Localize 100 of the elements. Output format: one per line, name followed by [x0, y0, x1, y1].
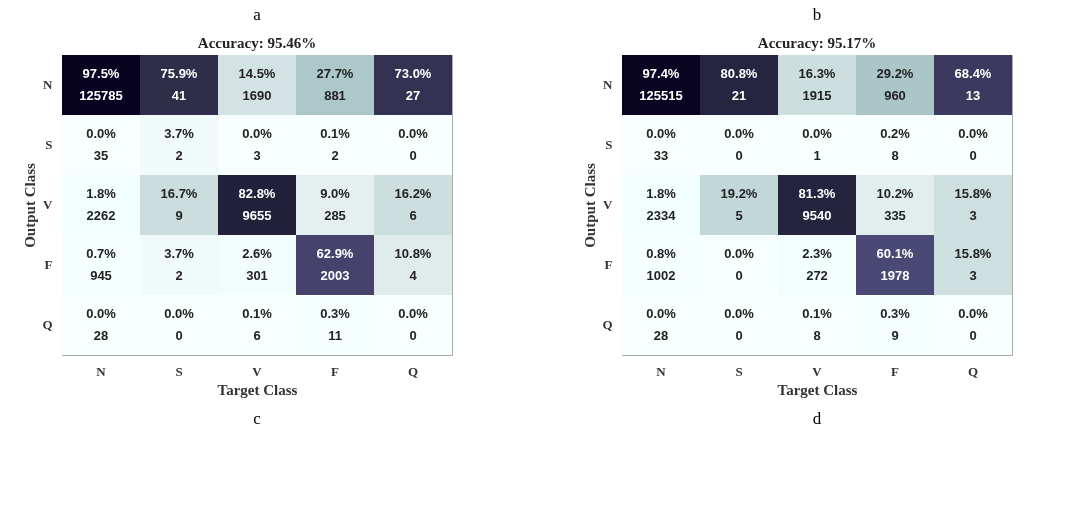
annotation: 0 [735, 268, 743, 283]
data-label: 0.0% [802, 126, 833, 141]
annotation: 2334 [646, 208, 677, 223]
data-label: 14.5% [238, 66, 276, 81]
y-tick-label: Q [602, 317, 613, 332]
y-tick-label: F [44, 257, 53, 272]
x-tick-label: N [656, 363, 667, 379]
data-label: 97.4% [642, 66, 680, 81]
data-label: 0.3% [320, 306, 351, 321]
annotation: 125515 [639, 88, 683, 103]
annotation: 27 [405, 88, 421, 103]
data-label: 0.0% [646, 126, 677, 141]
data-label: 0.0% [958, 306, 989, 321]
data-label: 16.7% [160, 186, 198, 201]
x-tick-label: Q [407, 363, 419, 379]
annotation: 9 [891, 328, 899, 343]
data-label: 27.7% [316, 66, 354, 81]
annotation: 301 [246, 268, 268, 283]
annotation: 6 [409, 208, 417, 223]
data-label: 0.1% [802, 306, 833, 321]
y-tick-label: S [45, 137, 53, 152]
data-label: 0.0% [86, 306, 117, 321]
data-label: 0.0% [398, 306, 429, 321]
annotation: 335 [884, 208, 906, 223]
annotation: 0 [409, 328, 417, 343]
x-tick-label: Q [967, 363, 979, 379]
annotation: 33 [653, 148, 669, 163]
y-tick-label: V [603, 197, 614, 212]
data-label: 0.0% [164, 306, 195, 321]
data-label: 1.8% [646, 186, 677, 201]
x-tick-label: N [96, 363, 107, 379]
data-label: 68.4% [954, 66, 992, 81]
x-tick-label: V [252, 363, 263, 379]
x-axis-title: Target Class [777, 381, 858, 398]
annotation: 5 [735, 208, 743, 223]
data-label: 15.8% [954, 246, 992, 261]
y-tick-label: V [43, 197, 54, 212]
data-label: 10.8% [394, 246, 432, 261]
data-label: 0.0% [724, 306, 755, 321]
x-axis-title: Target Class [217, 381, 298, 398]
data-label: 82.8% [238, 186, 276, 201]
text: d [812, 409, 822, 428]
annotation: 6 [253, 328, 261, 343]
annotation: 8 [813, 328, 821, 343]
chart-title: Accuracy: 95.46% [197, 35, 317, 51]
data-label: 2.6% [242, 246, 273, 261]
annotation: 1978 [880, 268, 910, 283]
annotation: 2 [175, 268, 183, 283]
annotation: 272 [806, 268, 828, 283]
y-tick-label: N [603, 77, 614, 92]
annotation: 285 [324, 208, 346, 223]
annotation: 0 [409, 148, 417, 163]
annotation: 2 [331, 148, 339, 163]
annotation: 1002 [646, 268, 676, 283]
x-tick-label: F [891, 363, 900, 379]
data-label: 73.0% [394, 66, 432, 81]
annotation: 2 [175, 148, 183, 163]
annotation: 9655 [242, 208, 272, 223]
annotation: 2003 [320, 268, 350, 283]
data-label: 0.1% [320, 126, 351, 141]
annotation: 945 [90, 268, 112, 283]
annotation: 0 [969, 328, 977, 343]
x-tick-label: F [331, 363, 340, 379]
text: b [812, 5, 822, 24]
data-label: 0.0% [724, 126, 755, 141]
data-label: 16.3% [798, 66, 836, 81]
data-label: 19.2% [720, 186, 758, 201]
data-label: 1.8% [86, 186, 117, 201]
data-label: 97.5% [82, 66, 120, 81]
data-label: 0.7% [86, 246, 117, 261]
y-tick-label: F [604, 257, 613, 272]
annotation: 3 [969, 268, 977, 283]
text: a [253, 5, 262, 24]
annotation: 960 [884, 88, 906, 103]
y-axis-title: Output Class [582, 163, 599, 248]
data-label: 29.2% [876, 66, 914, 81]
chart-title: Accuracy: 95.17% [757, 35, 877, 51]
data-label: 0.0% [86, 126, 117, 141]
annotation: 1915 [802, 88, 832, 103]
annotation: 0 [175, 328, 183, 343]
data-label: 0.2% [880, 126, 911, 141]
data-label: 75.9% [160, 66, 198, 81]
annotation: 1 [813, 148, 821, 163]
data-label: 81.3% [798, 186, 836, 201]
y-tick-label: Q [42, 317, 53, 332]
data-label: 3.7% [164, 246, 195, 261]
data-label: 0.0% [646, 306, 677, 321]
annotation: 41 [171, 88, 187, 103]
data-label: 0.8% [646, 246, 677, 261]
annotation: 9 [175, 208, 183, 223]
data-label: 0.3% [880, 306, 911, 321]
data-label: 80.8% [720, 66, 758, 81]
y-tick-label: S [605, 137, 613, 152]
annotation: 3 [253, 148, 261, 163]
annotation: 11 [328, 328, 342, 343]
annotation: 0 [735, 148, 743, 163]
annotation: 13 [965, 88, 981, 103]
annotation: 3 [969, 208, 977, 223]
data-label: 0.0% [958, 126, 989, 141]
annotation: 35 [93, 148, 109, 163]
